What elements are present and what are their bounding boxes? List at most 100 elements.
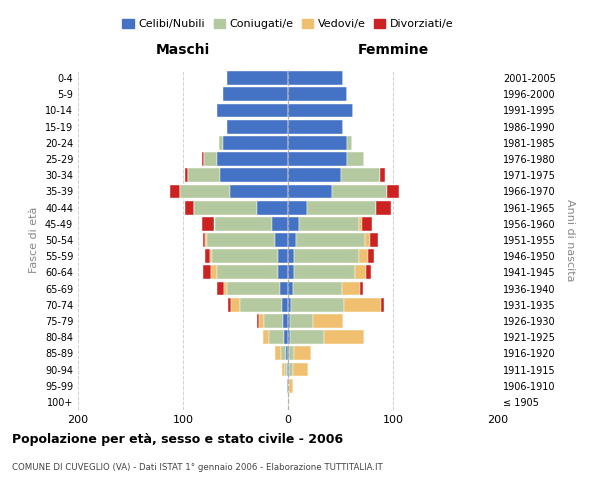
Bar (240, 298, 282, 312)
Bar (257, 314, 259, 328)
Bar (188, 168, 220, 182)
Bar (288, 298, 291, 312)
Bar (324, 330, 364, 344)
Bar (370, 233, 379, 247)
Bar (263, 330, 269, 344)
Bar (288, 266, 295, 280)
Bar (203, 233, 205, 247)
Bar (344, 298, 382, 312)
Bar (382, 298, 383, 312)
Bar (293, 362, 308, 376)
Bar (291, 298, 344, 312)
Bar (232, 298, 240, 312)
Bar (205, 250, 210, 263)
Bar (341, 168, 380, 182)
Bar (366, 266, 371, 280)
Bar (307, 200, 376, 214)
Legend: Celibi/Nubili, Coniugati/e, Vedovi/e, Divorziati/e: Celibi/Nubili, Coniugati/e, Vedovi/e, Di… (118, 14, 458, 34)
Bar (295, 266, 355, 280)
Bar (180, 184, 230, 198)
Bar (368, 250, 374, 263)
Bar (288, 168, 341, 182)
Bar (220, 168, 288, 182)
Bar (288, 184, 332, 198)
Bar (284, 330, 288, 344)
Bar (290, 330, 324, 344)
Bar (288, 136, 347, 149)
Bar (223, 88, 288, 101)
Bar (347, 152, 364, 166)
Bar (193, 200, 257, 214)
Bar (341, 282, 361, 296)
Bar (288, 120, 343, 134)
Bar (299, 217, 359, 230)
Bar (288, 71, 343, 85)
Bar (283, 314, 288, 328)
Bar (259, 314, 264, 328)
Bar (272, 217, 288, 230)
Bar (387, 184, 400, 198)
Text: Femmine: Femmine (358, 44, 428, 58)
Bar (288, 346, 289, 360)
Bar (223, 136, 288, 149)
Bar (217, 282, 224, 296)
Bar (285, 362, 287, 376)
Text: COMUNE DI CUVEGLIO (VA) - Dati ISTAT 1° gennaio 2006 - Elaborazione TUTTITALIA.I: COMUNE DI CUVEGLIO (VA) - Dati ISTAT 1° … (12, 462, 383, 471)
Bar (205, 233, 207, 247)
Bar (257, 200, 288, 214)
Bar (211, 266, 217, 280)
Bar (289, 362, 293, 376)
Bar (185, 200, 193, 214)
Text: Maschi: Maschi (156, 44, 210, 58)
Bar (289, 346, 295, 360)
Bar (288, 104, 353, 118)
Bar (227, 71, 288, 85)
Bar (361, 217, 372, 230)
Bar (264, 314, 283, 328)
Bar (185, 168, 188, 182)
Bar (170, 184, 180, 198)
Bar (293, 282, 341, 296)
Bar (218, 136, 223, 149)
Bar (288, 282, 293, 296)
Bar (288, 379, 289, 392)
Bar (380, 168, 385, 182)
Bar (359, 217, 362, 230)
Bar (228, 298, 232, 312)
Bar (287, 362, 288, 376)
Bar (288, 362, 289, 376)
Bar (275, 346, 281, 360)
Bar (230, 184, 288, 198)
Bar (355, 266, 366, 280)
Bar (282, 362, 285, 376)
Bar (295, 250, 359, 263)
Bar (281, 346, 286, 360)
Bar (215, 217, 272, 230)
Text: Popolazione per età, sesso e stato civile - 2006: Popolazione per età, sesso e stato civil… (12, 432, 343, 446)
Bar (202, 152, 204, 166)
Bar (296, 233, 365, 247)
Bar (217, 152, 288, 166)
Bar (275, 233, 288, 247)
Bar (288, 314, 290, 328)
Y-axis label: Fasce di età: Fasce di età (29, 207, 39, 273)
Bar (227, 282, 280, 296)
Bar (288, 250, 295, 263)
Bar (269, 330, 284, 344)
Bar (359, 250, 368, 263)
Bar (288, 88, 347, 101)
Bar (287, 379, 288, 392)
Bar (277, 266, 288, 280)
Bar (288, 395, 289, 409)
Bar (212, 250, 277, 263)
Bar (286, 346, 288, 360)
Bar (290, 314, 313, 328)
Bar (288, 330, 290, 344)
Bar (376, 200, 391, 214)
Bar (277, 250, 288, 263)
Bar (288, 152, 347, 166)
Bar (204, 152, 217, 166)
Bar (280, 282, 288, 296)
Bar (210, 250, 212, 263)
Bar (295, 346, 311, 360)
